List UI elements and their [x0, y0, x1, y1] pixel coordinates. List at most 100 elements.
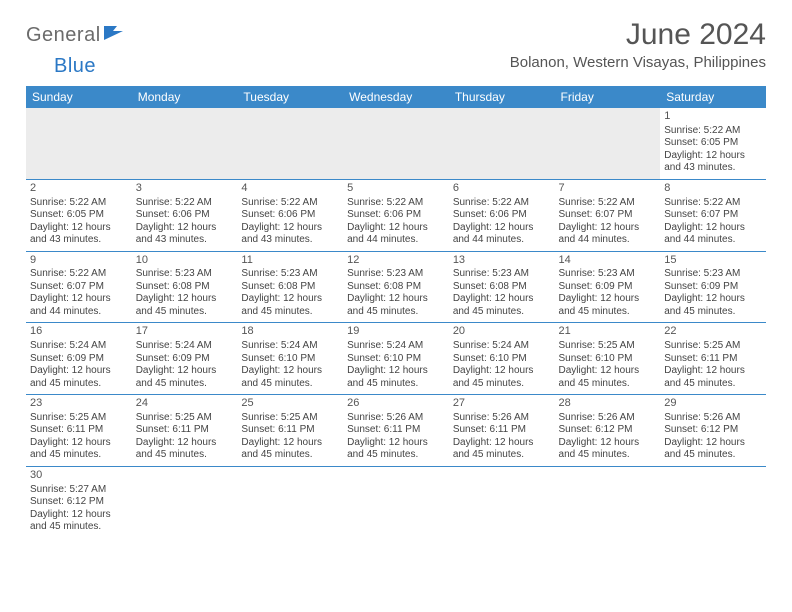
day-number: 18: [241, 325, 339, 339]
calendar-cell: [343, 108, 449, 179]
weekday-header-row: Sunday Monday Tuesday Wednesday Thursday…: [26, 86, 766, 108]
calendar-cell: 19Sunrise: 5:24 AMSunset: 6:10 PMDayligh…: [343, 323, 449, 395]
weekday-header: Tuesday: [237, 86, 343, 108]
sunrise-text: Sunrise: 5:22 AM: [30, 268, 128, 281]
weekday-header: Wednesday: [343, 86, 449, 108]
daylight-text: Daylight: 12 hours and 45 minutes.: [30, 509, 128, 534]
calendar-cell: [132, 466, 238, 537]
sunrise-text: Sunrise: 5:26 AM: [559, 412, 657, 425]
daylight-text: Daylight: 12 hours and 45 minutes.: [453, 293, 551, 318]
calendar-cell: [237, 466, 343, 537]
daylight-text: Daylight: 12 hours and 43 minutes.: [30, 222, 128, 247]
sunset-text: Sunset: 6:11 PM: [136, 424, 234, 437]
day-number: 11: [241, 254, 339, 268]
daylight-text: Daylight: 12 hours and 43 minutes.: [136, 222, 234, 247]
weekday-header: Saturday: [660, 86, 766, 108]
day-number: 27: [453, 397, 551, 411]
day-number: 6: [453, 182, 551, 196]
sunset-text: Sunset: 6:08 PM: [136, 281, 234, 294]
sunset-text: Sunset: 6:07 PM: [30, 281, 128, 294]
weekday-header: Thursday: [449, 86, 555, 108]
sunrise-text: Sunrise: 5:25 AM: [30, 412, 128, 425]
sunset-text: Sunset: 6:10 PM: [241, 353, 339, 366]
sunrise-text: Sunrise: 5:23 AM: [241, 268, 339, 281]
daylight-text: Daylight: 12 hours and 45 minutes.: [453, 365, 551, 390]
day-number: 23: [30, 397, 128, 411]
sunrise-text: Sunrise: 5:26 AM: [664, 412, 762, 425]
sunrise-text: Sunrise: 5:23 AM: [136, 268, 234, 281]
daylight-text: Daylight: 12 hours and 45 minutes.: [559, 365, 657, 390]
sunrise-text: Sunrise: 5:23 AM: [664, 268, 762, 281]
day-number: 28: [559, 397, 657, 411]
day-number: 24: [136, 397, 234, 411]
day-number: 3: [136, 182, 234, 196]
daylight-text: Daylight: 12 hours and 45 minutes.: [347, 437, 445, 462]
day-number: 12: [347, 254, 445, 268]
month-title: June 2024: [510, 18, 766, 52]
calendar-cell: 10Sunrise: 5:23 AMSunset: 6:08 PMDayligh…: [132, 251, 238, 323]
calendar-cell: [237, 108, 343, 179]
calendar-cell: 22Sunrise: 5:25 AMSunset: 6:11 PMDayligh…: [660, 323, 766, 395]
calendar-table: Sunday Monday Tuesday Wednesday Thursday…: [26, 86, 766, 538]
calendar-cell: 26Sunrise: 5:26 AMSunset: 6:11 PMDayligh…: [343, 395, 449, 467]
sunset-text: Sunset: 6:12 PM: [559, 424, 657, 437]
calendar-cell: 15Sunrise: 5:23 AMSunset: 6:09 PMDayligh…: [660, 251, 766, 323]
calendar-cell: 17Sunrise: 5:24 AMSunset: 6:09 PMDayligh…: [132, 323, 238, 395]
sunrise-text: Sunrise: 5:22 AM: [664, 125, 762, 138]
daylight-text: Daylight: 12 hours and 45 minutes.: [347, 365, 445, 390]
day-number: 14: [559, 254, 657, 268]
calendar-cell: 11Sunrise: 5:23 AMSunset: 6:08 PMDayligh…: [237, 251, 343, 323]
daylight-text: Daylight: 12 hours and 45 minutes.: [136, 365, 234, 390]
calendar-cell: 4Sunrise: 5:22 AMSunset: 6:06 PMDaylight…: [237, 179, 343, 251]
logo-text-blue: Blue: [54, 55, 96, 77]
calendar-cell: 27Sunrise: 5:26 AMSunset: 6:11 PMDayligh…: [449, 395, 555, 467]
sunset-text: Sunset: 6:08 PM: [241, 281, 339, 294]
calendar-cell: 2Sunrise: 5:22 AMSunset: 6:05 PMDaylight…: [26, 179, 132, 251]
sunrise-text: Sunrise: 5:24 AM: [347, 340, 445, 353]
daylight-text: Daylight: 12 hours and 44 minutes.: [453, 222, 551, 247]
calendar-cell: 16Sunrise: 5:24 AMSunset: 6:09 PMDayligh…: [26, 323, 132, 395]
daylight-text: Daylight: 12 hours and 45 minutes.: [241, 365, 339, 390]
day-number: 26: [347, 397, 445, 411]
weekday-header: Friday: [555, 86, 661, 108]
calendar-cell: 23Sunrise: 5:25 AMSunset: 6:11 PMDayligh…: [26, 395, 132, 467]
day-number: 16: [30, 325, 128, 339]
calendar-cell: 24Sunrise: 5:25 AMSunset: 6:11 PMDayligh…: [132, 395, 238, 467]
calendar-row: 2Sunrise: 5:22 AMSunset: 6:05 PMDaylight…: [26, 179, 766, 251]
calendar-row: 16Sunrise: 5:24 AMSunset: 6:09 PMDayligh…: [26, 323, 766, 395]
calendar-cell: 7Sunrise: 5:22 AMSunset: 6:07 PMDaylight…: [555, 179, 661, 251]
sunrise-text: Sunrise: 5:22 AM: [347, 197, 445, 210]
day-number: 13: [453, 254, 551, 268]
sunrise-text: Sunrise: 5:26 AM: [347, 412, 445, 425]
daylight-text: Daylight: 12 hours and 44 minutes.: [347, 222, 445, 247]
calendar-cell: [343, 466, 449, 537]
day-number: 5: [347, 182, 445, 196]
sunset-text: Sunset: 6:09 PM: [664, 281, 762, 294]
sunset-text: Sunset: 6:06 PM: [136, 209, 234, 222]
calendar-cell: 3Sunrise: 5:22 AMSunset: 6:06 PMDaylight…: [132, 179, 238, 251]
daylight-text: Daylight: 12 hours and 43 minutes.: [241, 222, 339, 247]
sunrise-text: Sunrise: 5:24 AM: [136, 340, 234, 353]
calendar-cell: [555, 108, 661, 179]
daylight-text: Daylight: 12 hours and 45 minutes.: [30, 437, 128, 462]
sunset-text: Sunset: 6:07 PM: [559, 209, 657, 222]
calendar-cell: [660, 466, 766, 537]
daylight-text: Daylight: 12 hours and 45 minutes.: [453, 437, 551, 462]
calendar-cell: 1Sunrise: 5:22 AMSunset: 6:05 PMDaylight…: [660, 108, 766, 179]
calendar-cell: 6Sunrise: 5:22 AMSunset: 6:06 PMDaylight…: [449, 179, 555, 251]
sunrise-text: Sunrise: 5:25 AM: [241, 412, 339, 425]
calendar-cell: 9Sunrise: 5:22 AMSunset: 6:07 PMDaylight…: [26, 251, 132, 323]
calendar-row: 23Sunrise: 5:25 AMSunset: 6:11 PMDayligh…: [26, 395, 766, 467]
day-number: 17: [136, 325, 234, 339]
calendar-cell: [26, 108, 132, 179]
sunset-text: Sunset: 6:06 PM: [347, 209, 445, 222]
day-number: 2: [30, 182, 128, 196]
sunrise-text: Sunrise: 5:24 AM: [241, 340, 339, 353]
daylight-text: Daylight: 12 hours and 45 minutes.: [30, 365, 128, 390]
calendar-cell: 5Sunrise: 5:22 AMSunset: 6:06 PMDaylight…: [343, 179, 449, 251]
daylight-text: Daylight: 12 hours and 43 minutes.: [664, 150, 762, 175]
sunrise-text: Sunrise: 5:22 AM: [30, 197, 128, 210]
sunset-text: Sunset: 6:11 PM: [347, 424, 445, 437]
day-number: 21: [559, 325, 657, 339]
sunset-text: Sunset: 6:06 PM: [241, 209, 339, 222]
